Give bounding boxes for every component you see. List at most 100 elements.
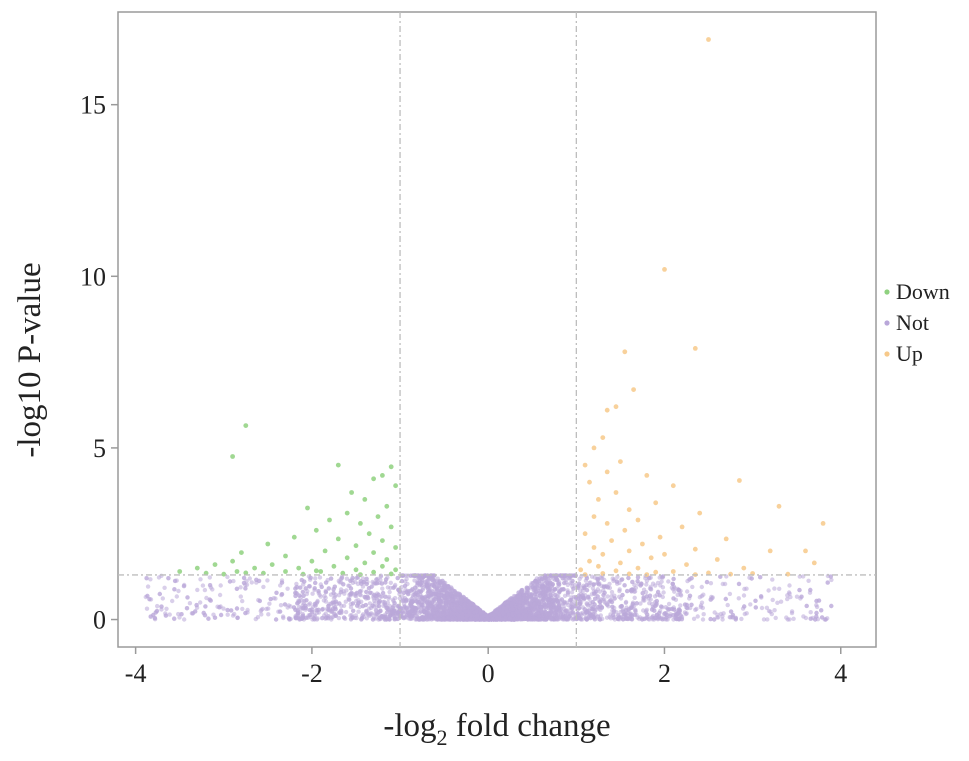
not-point	[591, 582, 596, 587]
not-point	[649, 615, 655, 620]
not-point	[736, 581, 742, 587]
not-point	[343, 609, 349, 615]
not-point	[611, 608, 617, 613]
not-point	[545, 583, 551, 588]
not-point	[700, 617, 706, 622]
not-point	[445, 595, 451, 601]
not-point	[561, 587, 566, 592]
not-point	[766, 588, 771, 593]
not-point	[556, 594, 561, 599]
not-point	[720, 617, 725, 622]
not-point	[323, 580, 329, 585]
not-point	[385, 585, 391, 590]
not-point	[177, 615, 182, 620]
not-point	[322, 593, 327, 599]
not-point	[590, 586, 596, 591]
not-point	[367, 590, 373, 595]
not-point	[307, 584, 313, 589]
not-point	[206, 616, 211, 621]
not-point	[376, 592, 381, 597]
not-point	[565, 582, 570, 588]
not-point	[564, 609, 569, 614]
not-point	[546, 597, 551, 603]
not-point	[671, 613, 676, 618]
not-point	[652, 594, 658, 599]
not-point	[365, 595, 371, 601]
not-point	[285, 586, 290, 591]
not-point	[784, 615, 789, 620]
not-point	[562, 593, 568, 598]
not-point	[727, 591, 733, 597]
not-point	[198, 577, 203, 582]
not-point	[316, 589, 321, 594]
not-point	[697, 595, 703, 600]
not-point	[170, 598, 175, 604]
not-point	[293, 616, 299, 621]
not-point	[591, 611, 596, 617]
not-point	[801, 614, 806, 619]
not-point	[312, 617, 317, 622]
not-point	[415, 592, 420, 598]
not-point	[640, 591, 645, 596]
not-point	[687, 593, 693, 598]
not-point	[187, 601, 193, 606]
not-point	[635, 575, 641, 580]
not-point	[791, 616, 796, 621]
not-point	[266, 612, 271, 617]
not-point	[723, 596, 728, 602]
not-point	[304, 615, 309, 620]
not-point	[718, 574, 723, 579]
not-point	[775, 600, 780, 605]
not-point	[715, 615, 720, 620]
not-point	[565, 602, 571, 608]
not-point	[678, 603, 683, 608]
not-point	[661, 590, 666, 595]
not-point	[794, 594, 800, 599]
not-point	[385, 609, 390, 615]
not-point	[319, 584, 324, 590]
not-point	[644, 582, 649, 587]
not-point	[218, 612, 224, 618]
not-point	[374, 581, 380, 586]
not-point	[304, 598, 309, 603]
not-point	[446, 600, 452, 605]
not-point	[625, 588, 630, 594]
not-point	[704, 579, 710, 585]
not-point	[655, 589, 661, 595]
not-point	[301, 605, 306, 611]
not-point	[577, 601, 583, 607]
not-point	[548, 608, 553, 613]
not-point	[181, 583, 187, 589]
not-point	[708, 616, 713, 622]
not-point	[379, 581, 385, 586]
not-point	[609, 589, 615, 595]
not-point	[630, 601, 635, 607]
not-point	[528, 611, 534, 617]
not-point	[671, 596, 676, 601]
not-point	[144, 576, 149, 581]
not-point	[570, 578, 575, 584]
not-point	[552, 587, 558, 592]
not-point	[659, 579, 664, 584]
not-point	[592, 591, 597, 596]
not-point	[355, 575, 360, 580]
not-point	[395, 575, 400, 581]
not-point	[639, 581, 644, 587]
not-point	[293, 593, 298, 599]
not-point	[677, 610, 682, 615]
not-point	[200, 583, 206, 588]
not-point	[556, 582, 562, 587]
not-point	[769, 611, 774, 617]
not-point	[562, 580, 567, 586]
not-point	[341, 603, 347, 608]
not-point	[386, 594, 392, 599]
not-point	[247, 576, 252, 581]
not-point	[235, 615, 240, 620]
not-point	[708, 581, 714, 586]
not-point	[645, 612, 650, 617]
not-point	[602, 597, 607, 602]
not-point	[647, 593, 653, 598]
not-point	[653, 615, 658, 621]
not-point	[343, 599, 348, 604]
